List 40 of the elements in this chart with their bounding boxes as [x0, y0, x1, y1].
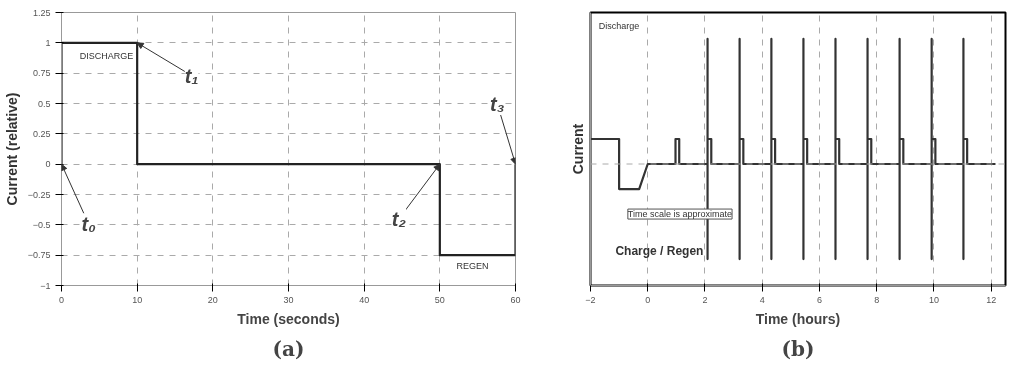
annotation: t₁ [184, 64, 199, 87]
x-tick-label: 10 [928, 294, 939, 305]
x-tick-label: 0 [59, 294, 65, 305]
x-tick-label: 12 [986, 294, 997, 305]
annotation: t₃ [490, 93, 505, 116]
annotation: REGEN [456, 260, 489, 271]
annotation: t₀ [81, 213, 97, 236]
x-tick-label: 30 [283, 294, 294, 305]
x-tick-label: 60 [510, 294, 521, 305]
x-axis-title: Time (seconds) [237, 310, 340, 327]
y-tick-label: 1 [45, 37, 51, 48]
annotation: t₂ [391, 207, 407, 230]
y-tick-label: 0 [45, 159, 51, 170]
x-tick-label: 0 [645, 294, 651, 305]
x-tick-label: 6 [816, 294, 822, 305]
text: (a) [272, 336, 305, 361]
y-tick-label: 0.75 [32, 68, 51, 79]
x-tick-label: 4 [759, 294, 765, 305]
text: Discharge [598, 20, 640, 31]
y-tick-label: −0.25 [27, 189, 51, 200]
x-tick-label: −2 [585, 294, 596, 305]
x-axis-title: Time (hours) [755, 310, 841, 327]
annotation: Charge / Regen [615, 244, 704, 259]
x-tick-label: 40 [359, 294, 370, 305]
annotation: DISCHARGE [79, 50, 134, 61]
annotation: Time scale is approximate [627, 209, 733, 220]
x-tick-label: 10 [132, 294, 143, 305]
x-tick-label: 20 [207, 294, 218, 305]
y-tick-label: −0.75 [27, 250, 51, 261]
x-tick-label: 2 [702, 294, 708, 305]
x-tick-label: 50 [434, 294, 445, 305]
y-tick-label: −0.5 [32, 219, 51, 230]
x-tick-label: 8 [874, 294, 880, 305]
y-tick-label: 0.25 [32, 128, 51, 139]
y-tick-label: −1 [40, 280, 51, 291]
text: (b) [781, 336, 815, 361]
y-tick-label: 0.5 [37, 98, 51, 109]
y-axis-title: Current [569, 123, 586, 175]
y-axis-title: Current (relative) [3, 92, 20, 206]
y-tick-label: 1.25 [32, 7, 51, 18]
